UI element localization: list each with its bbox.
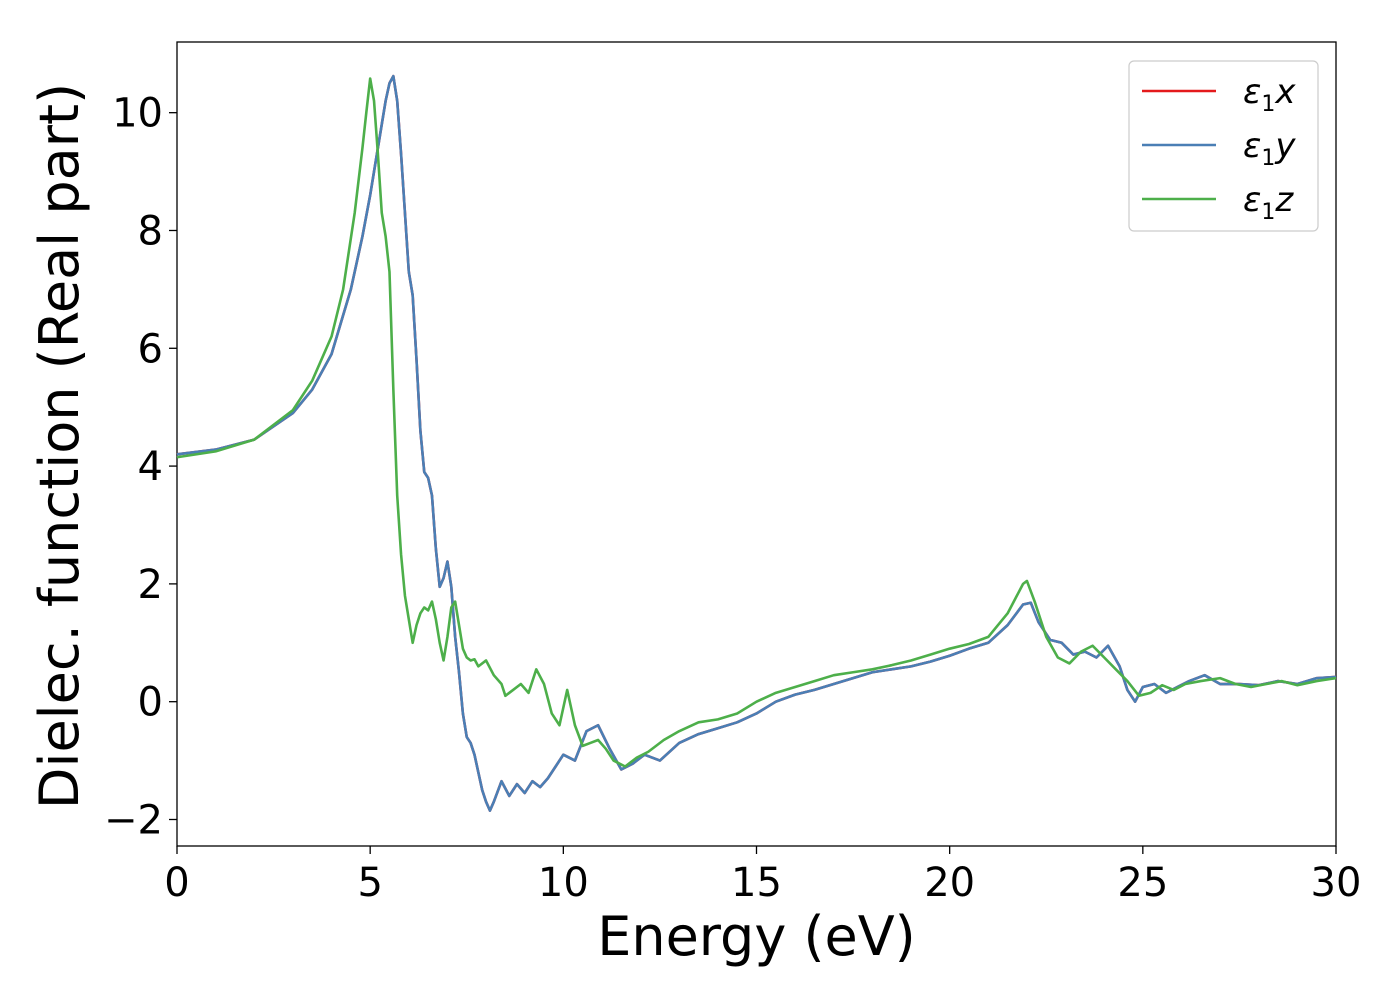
y-tick-label: 0 [138, 680, 163, 726]
series-line-z [176, 77, 1337, 768]
y-tick-label: 2 [138, 562, 163, 608]
legend: ε1x ε1y ε1z [1128, 60, 1319, 232]
x-tick-label: 25 [1117, 860, 1168, 906]
y-tick-label: 4 [138, 444, 163, 490]
y-tick-label: 10 [112, 91, 163, 137]
x-tick-label: 15 [731, 860, 782, 906]
x-axis-label: Energy (eV) [597, 905, 916, 968]
legend-label-x: ε1x [1243, 72, 1296, 117]
legend-label-y: ε1y [1243, 126, 1296, 171]
y-axis-label: Dielec. function (Real part) [28, 83, 91, 809]
series-line-y [176, 74, 1337, 812]
x-tick-label: 20 [924, 860, 975, 906]
x-tick-label: 0 [164, 860, 189, 906]
x-axis-ticks: 0 5 10 15 20 25 30 [164, 846, 1361, 906]
y-tick-label: 6 [138, 326, 163, 372]
series-lines [176, 74, 1337, 812]
y-axis-ticks: −2 0 2 4 6 8 10 [104, 91, 177, 843]
legend-label-z: ε1z [1243, 180, 1294, 225]
x-tick-label: 30 [1311, 860, 1362, 906]
x-tick-label: 10 [538, 860, 589, 906]
y-tick-label: 8 [138, 208, 163, 254]
y-tick-label: −2 [104, 797, 163, 843]
x-tick-label: 5 [357, 860, 382, 906]
legend-box [1128, 60, 1319, 232]
